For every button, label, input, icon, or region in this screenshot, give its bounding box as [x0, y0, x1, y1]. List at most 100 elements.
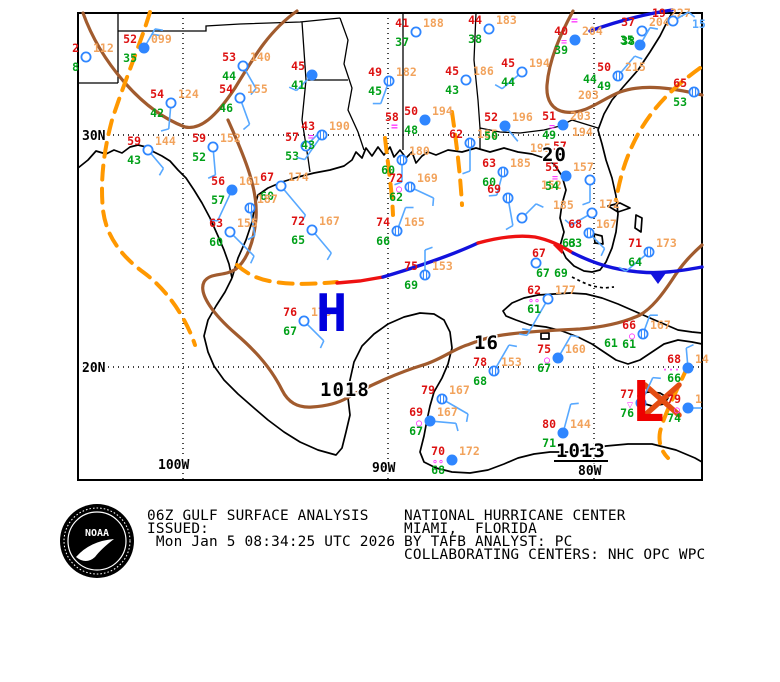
- station-circle: [502, 192, 514, 204]
- wind-barb: [591, 235, 606, 250]
- wind-barb: [445, 400, 469, 415]
- wind-barb-tick: [462, 170, 471, 175]
- station-temperature: 65: [673, 76, 687, 90]
- station-dewpoint: 50: [484, 129, 498, 143]
- station-pressure: 165: [404, 215, 425, 229]
- station-circle: [682, 362, 694, 374]
- station-pressure: 161: [239, 174, 260, 188]
- station-dewpoint: 35: [123, 51, 137, 65]
- station-circle: [586, 207, 598, 219]
- station-pressure: 194: [432, 104, 453, 118]
- wind-barb-tick: [326, 252, 332, 261]
- station-temperature: 37: [621, 15, 635, 29]
- station-weather-symbol: ∘∘: [528, 296, 540, 307]
- cold-front-northeast: [588, 8, 674, 33]
- station-circle: [688, 86, 700, 98]
- wind-barb: [380, 85, 389, 104]
- station-circle: [542, 293, 554, 305]
- station-pressure: 167: [319, 214, 340, 228]
- station-plot: 2 8 112: [72, 41, 114, 74]
- low-pressure-symbol: L: [631, 370, 665, 435]
- fronts: [335, 8, 704, 285]
- noaa-logo: NOAA: [60, 504, 134, 578]
- station-dewpoint: 8: [72, 60, 79, 74]
- station-plot: 69: [487, 182, 514, 231]
- station-dewpoint: 68: [431, 463, 445, 477]
- station-plot: 59 52 152: [192, 131, 241, 179]
- footer-line-2: ISSUED: MIAMI, FLORIDA: [147, 520, 538, 537]
- station-temperature: 45: [445, 64, 459, 78]
- footer-line-3: Mon Jan 5 08:34:25 UTC 2026 BY TAFB ANAL…: [147, 533, 573, 550]
- station-plot: 62 61 177 ∘∘: [518, 283, 576, 337]
- station-temperature: 71: [628, 236, 642, 250]
- station-circle: [682, 402, 694, 414]
- station-plot: 71 64 173: [618, 236, 677, 272]
- isobar-label: 1013: [556, 440, 606, 462]
- station-pressure: 203: [570, 109, 591, 123]
- wind-barb: [570, 214, 589, 226]
- station-plot: 37 38 204: [621, 15, 670, 48]
- station-weather-symbol: ···: [662, 365, 680, 376]
- station-plot: 72 62 169 ○: [389, 171, 438, 207]
- wind-barb: [397, 207, 407, 227]
- station-plot: 50 49 215: [597, 55, 646, 93]
- station-temperature: 74: [376, 215, 390, 229]
- station-circle: [560, 170, 572, 182]
- map-label: 67: [532, 246, 546, 260]
- wind-barb-tick: [207, 174, 216, 179]
- wind-barb: [295, 77, 310, 92]
- station-temperature: 50: [404, 104, 418, 118]
- station-dewpoint: 44: [222, 69, 236, 83]
- station-plot: 43 43 190 =: [296, 119, 350, 161]
- station-circle: [636, 25, 648, 37]
- station-dewpoint: 54: [545, 179, 559, 193]
- map-label: 67: [536, 266, 550, 280]
- station-circle: [557, 119, 569, 131]
- station-pressure: 185: [510, 156, 531, 170]
- wind-barb: [508, 202, 514, 226]
- station-circle: [419, 114, 431, 126]
- wind-barb: [150, 153, 165, 169]
- wind-barb-tick: [570, 402, 579, 405]
- station-temperature: 41: [395, 16, 409, 30]
- station-temperature: 76: [283, 305, 297, 319]
- map-label: 152: [541, 178, 562, 192]
- station-plot: 49 45 182: [368, 65, 417, 105]
- trough-lines: [81, 9, 704, 409]
- station-circle: [552, 352, 564, 364]
- station-plot: 55 54 157 =: [545, 160, 594, 193]
- station-dewpoint: 61: [622, 337, 636, 351]
- station-temperature: 68: [667, 352, 681, 366]
- station-temperature: 54: [150, 87, 164, 101]
- wind-barb: [563, 403, 572, 429]
- station-circle: [584, 174, 596, 186]
- station-dewpoint: 66: [667, 371, 681, 385]
- station-temperature: 79: [667, 392, 681, 406]
- station-plot: [634, 26, 659, 51]
- cold-front-pip: [650, 273, 666, 284]
- station-circle: [643, 246, 655, 258]
- station-temperature: 2: [72, 41, 79, 55]
- wind-barb: [620, 55, 636, 73]
- station-pressure: 144: [155, 134, 176, 148]
- map-label: 15: [692, 17, 706, 31]
- wind-barb-tick: [242, 123, 251, 131]
- wind-barb: [304, 138, 320, 161]
- station-circle: [569, 34, 581, 46]
- station-circle: [138, 42, 150, 54]
- wind-barb: [559, 335, 572, 355]
- station-pressure: 187: [257, 192, 278, 206]
- station-plot: [516, 203, 544, 224]
- station-dewpoint: 67: [537, 361, 551, 375]
- station-plot: 187: [244, 192, 278, 241]
- station-circle: [316, 129, 328, 141]
- wind-barb: [216, 194, 231, 222]
- footer-line-1: 06Z GULF SURFACE ANALYSIS NATIONAL HURRI…: [147, 508, 626, 524]
- wind-barb-tick: [494, 84, 503, 90]
- station-circle: [306, 69, 318, 81]
- station-temperature: 72: [291, 214, 305, 228]
- station-circle: [667, 15, 679, 27]
- station-circle: [300, 140, 312, 152]
